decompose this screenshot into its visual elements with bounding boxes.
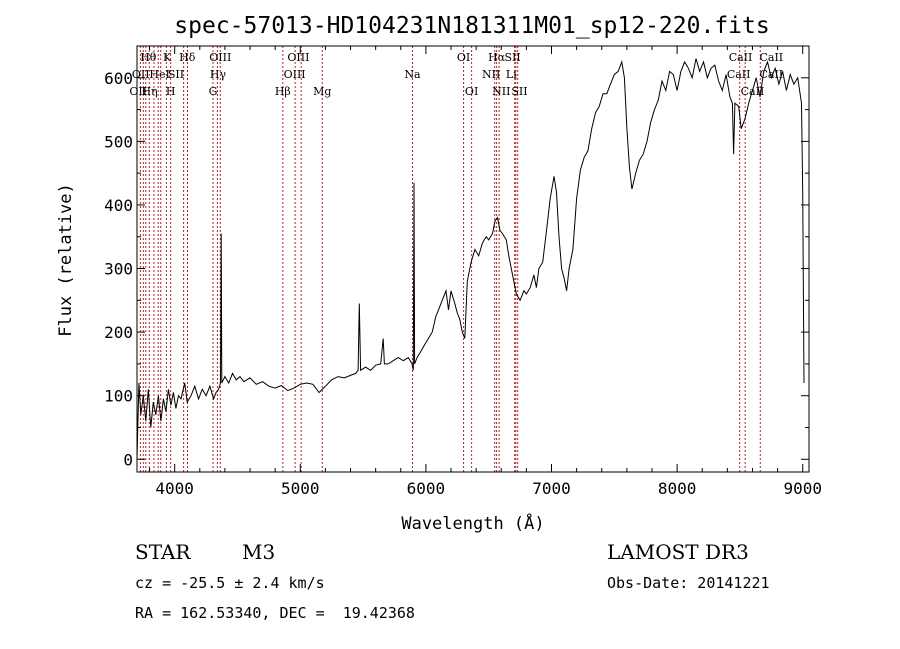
line-label: OIII xyxy=(209,51,231,64)
y-tick-label: 500 xyxy=(104,132,133,151)
line-label: SII xyxy=(511,85,527,98)
object-class: STAR xyxy=(135,540,191,564)
y-tick-label: 200 xyxy=(104,323,133,342)
line-label: H xyxy=(166,85,176,98)
x-tick-label: 6000 xyxy=(407,479,446,498)
y-tick-label: 400 xyxy=(104,196,133,215)
y-axis-label: Flux (relative) xyxy=(56,183,76,337)
y-tick-label: 100 xyxy=(104,387,133,406)
line-label: OII xyxy=(132,68,150,81)
line-label: Na xyxy=(404,68,421,81)
x-tick-label: 8000 xyxy=(658,479,697,498)
line-label: Hβ xyxy=(275,85,291,98)
line-label: Li xyxy=(506,68,517,81)
line-label: G xyxy=(209,85,218,98)
line-label: Hγ xyxy=(210,68,227,81)
y-tick-label: 300 xyxy=(104,260,133,279)
line-label: OII xyxy=(129,85,147,98)
radial-velocity: cz = -25.5 ± 2.4 km/s xyxy=(135,574,325,592)
line-label: HeI xyxy=(149,68,169,81)
line-label: OI xyxy=(465,85,478,98)
x-tick-label: 7000 xyxy=(532,479,571,498)
line-label: CaII xyxy=(759,51,783,64)
line-label: Hθ xyxy=(140,51,157,64)
line-label: Hα xyxy=(488,51,506,64)
coordinates: RA = 162.53340, DEC = 19.42368 xyxy=(135,604,415,622)
observation-date: Obs-Date: 20141221 xyxy=(607,574,770,592)
chart-title: spec-57013-HD104231N181311M01_sp12-220.f… xyxy=(174,13,769,39)
object-subclass: M3 xyxy=(242,540,276,564)
line-label: OIII xyxy=(284,68,306,81)
line-label: Hδ xyxy=(179,51,196,64)
line-label: NII xyxy=(492,85,510,98)
spectrum-series xyxy=(136,58,805,460)
line-label: Hη xyxy=(141,85,157,98)
line-label: OIII xyxy=(287,51,309,64)
y-axis: 0 100 200 300 400 500 600 xyxy=(104,45,809,469)
line-label: SII xyxy=(168,68,184,81)
x-axis: 4000 5000 6000 7000 8000 9000 xyxy=(149,46,822,498)
x-tick-label: 5000 xyxy=(281,479,320,498)
x-tick-label: 4000 xyxy=(155,479,194,498)
x-axis-label: Wavelength (Å) xyxy=(401,512,544,534)
line-label: CaII xyxy=(727,68,751,81)
plot-frame xyxy=(136,45,810,473)
line-label: OI xyxy=(457,51,470,64)
x-tick-label: 9000 xyxy=(783,479,822,498)
survey-name: LAMOST DR3 xyxy=(607,540,749,564)
line-label: SII xyxy=(504,51,520,64)
line-label: CaII xyxy=(729,51,753,64)
emission-line-markers xyxy=(139,46,761,472)
line-label: Mg xyxy=(313,85,331,98)
y-tick-label: 600 xyxy=(104,69,133,88)
line-label: NII xyxy=(482,68,500,81)
line-label: K xyxy=(163,51,172,64)
y-tick-label: 0 xyxy=(123,450,133,469)
